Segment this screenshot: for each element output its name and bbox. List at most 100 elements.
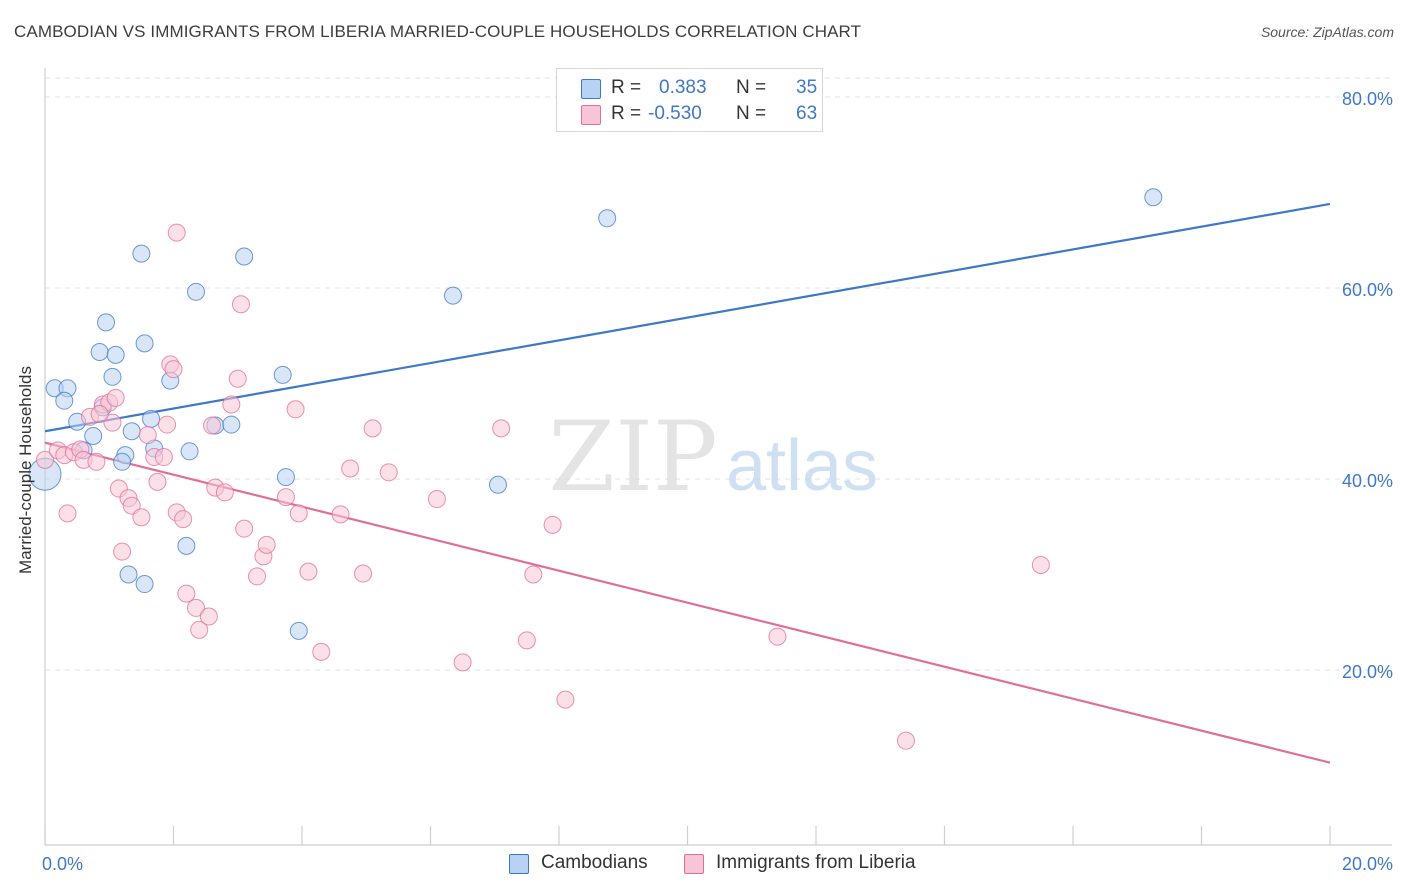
bottom-legend-label: Cambodians	[541, 852, 648, 873]
liberia-point	[228, 369, 247, 388]
liberia-point	[492, 419, 511, 438]
cambodian-point	[222, 415, 241, 434]
y-tick-label: 60.0%	[1342, 280, 1393, 300]
liberia-trend-line	[44, 441, 1331, 764]
liberia-point	[36, 450, 54, 469]
liberia-point	[286, 400, 305, 419]
liberia-point	[354, 564, 373, 583]
y-tick-label: 80.0%	[1342, 89, 1393, 109]
liberia-point	[235, 519, 254, 538]
liberia-point	[199, 607, 218, 626]
liberia-point	[331, 505, 350, 524]
y-tick-label: 20.0%	[1342, 662, 1393, 682]
liberia-point	[1031, 555, 1050, 574]
cambodian-point	[177, 536, 196, 555]
liberia-point	[231, 295, 250, 314]
chart-title: CAMBODIAN VS IMMIGRANTS FROM LIBERIA MAR…	[14, 22, 862, 41]
correlation-legend: R = 0.383 N = 35 R = -0.530 N = 63	[556, 68, 823, 132]
cambodian-point	[55, 391, 74, 410]
cambodian-point	[142, 409, 161, 428]
liberia-point	[289, 504, 308, 523]
liberia-point	[186, 598, 205, 617]
point-layer	[28, 188, 1163, 750]
liberia-point	[177, 584, 196, 603]
cambodian-point	[103, 367, 122, 386]
liberia-point	[222, 395, 241, 414]
watermark-atlas: atlas	[726, 426, 878, 506]
liberia-point	[122, 496, 141, 515]
liberia-point	[158, 415, 177, 434]
cambodian-point	[186, 282, 205, 301]
liberia-point	[103, 413, 122, 432]
bottom-legend-label: Immigrants from Liberia	[716, 852, 916, 873]
liberia-point	[248, 567, 267, 586]
liberia-point	[524, 565, 543, 584]
cambodian-point	[135, 334, 154, 353]
legend-r-value: 0.383	[659, 77, 707, 98]
legend-r-label: R =	[611, 77, 642, 98]
legend-n-label: N =	[736, 77, 767, 98]
bottom-legend-swatch-blue	[509, 854, 529, 874]
liberia-point	[299, 562, 318, 581]
cambodian-point	[122, 422, 141, 441]
cambodian-point	[90, 342, 109, 361]
x-tick-label: 20.0%	[1342, 854, 1393, 874]
liberia-point	[148, 472, 167, 491]
cambodian-point	[488, 475, 507, 494]
liberia-point	[138, 426, 157, 445]
source-label: Source: ZipAtlas.com	[1260, 24, 1394, 40]
legend-r-value: -0.530	[648, 103, 702, 124]
liberia-point	[87, 452, 106, 471]
liberia-point	[517, 631, 536, 650]
cambodian-trend-line	[44, 202, 1331, 433]
liberia-point	[276, 488, 295, 507]
cambodian-point	[97, 313, 116, 332]
liberia-point	[379, 463, 398, 482]
liberia-point	[203, 416, 222, 435]
liberia-point	[427, 490, 446, 509]
liberia-point	[174, 510, 193, 529]
liberia-point	[453, 653, 472, 672]
liberia-point	[257, 535, 276, 554]
cambodian-point	[1144, 188, 1163, 207]
liberia-point	[543, 515, 562, 534]
y-axis-label: Married-couple Households	[16, 366, 35, 574]
legend-n-value: 63	[796, 103, 818, 124]
liberia-point	[190, 620, 209, 639]
legend-swatch-pink	[581, 105, 601, 125]
liberia-point	[215, 483, 234, 502]
tick-label-layer: 20.0% 40.0% 60.0% 80.0% 0.0% 20.0%	[42, 89, 1393, 874]
liberia-point	[363, 419, 382, 438]
liberia-point	[768, 627, 787, 646]
cambodian-point	[235, 247, 254, 266]
cambodian-point	[180, 442, 199, 461]
liberia-point	[90, 405, 109, 424]
liberia-point	[312, 642, 331, 661]
liberia-point	[132, 508, 151, 527]
legend-r-label: R =	[611, 103, 642, 124]
liberia-point	[113, 542, 132, 561]
liberia-point	[106, 388, 125, 407]
watermark-zip: ZIP	[548, 401, 717, 513]
cambodian-point	[273, 365, 292, 384]
cambodian-point	[135, 575, 154, 594]
trend-layer	[44, 202, 1331, 764]
cambodian-point	[598, 209, 617, 228]
cambodian-point	[106, 345, 125, 364]
grid-layer	[45, 77, 1392, 671]
legend-n-label: N =	[736, 103, 767, 124]
liberia-point	[556, 690, 575, 709]
legend-n-value: 35	[796, 77, 818, 98]
liberia-point	[58, 504, 77, 523]
liberia-point	[154, 448, 173, 467]
liberia-point	[341, 459, 360, 478]
cambodian-point	[276, 468, 295, 487]
legend-swatch-blue	[581, 79, 601, 99]
cambodian-point	[132, 244, 151, 263]
liberia-point	[167, 223, 186, 242]
bottom-legend-swatch-pink	[684, 854, 704, 874]
cambodian-point	[443, 286, 462, 305]
cambodian-point	[113, 452, 132, 471]
x-tick-label: 0.0%	[42, 854, 83, 874]
